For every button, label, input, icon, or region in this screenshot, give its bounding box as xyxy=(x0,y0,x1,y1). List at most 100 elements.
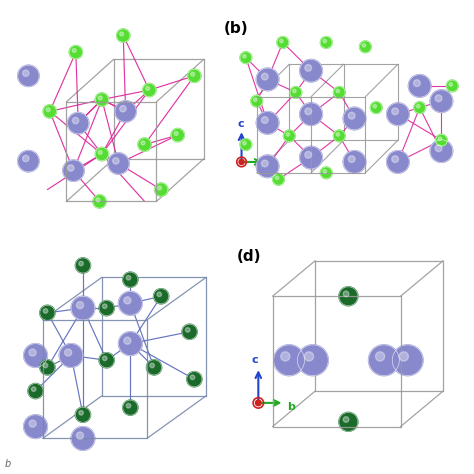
Text: c: c xyxy=(251,355,258,365)
Circle shape xyxy=(305,64,311,71)
Text: b: b xyxy=(268,158,275,168)
Circle shape xyxy=(243,141,246,145)
Circle shape xyxy=(72,48,76,53)
Circle shape xyxy=(300,59,322,82)
Circle shape xyxy=(71,427,95,450)
Circle shape xyxy=(43,309,48,313)
Circle shape xyxy=(417,104,420,108)
Circle shape xyxy=(191,72,195,76)
Circle shape xyxy=(414,102,426,113)
Circle shape xyxy=(255,400,261,406)
Circle shape xyxy=(29,420,36,427)
Circle shape xyxy=(123,400,138,415)
Circle shape xyxy=(343,417,349,422)
Circle shape xyxy=(339,412,358,431)
Text: b: b xyxy=(287,402,295,412)
Circle shape xyxy=(171,128,184,142)
Circle shape xyxy=(18,65,39,87)
Circle shape xyxy=(98,150,102,155)
Circle shape xyxy=(273,345,304,375)
Circle shape xyxy=(98,96,102,100)
Circle shape xyxy=(23,70,29,76)
Circle shape xyxy=(146,86,150,91)
Circle shape xyxy=(75,258,91,273)
Circle shape xyxy=(343,291,349,297)
Circle shape xyxy=(124,297,131,304)
Circle shape xyxy=(438,137,442,140)
Circle shape xyxy=(43,105,56,118)
Circle shape xyxy=(157,292,162,297)
Circle shape xyxy=(102,304,107,309)
Circle shape xyxy=(283,130,295,142)
Circle shape xyxy=(73,118,79,124)
Circle shape xyxy=(146,360,162,375)
Circle shape xyxy=(333,87,345,98)
Circle shape xyxy=(76,301,83,309)
Circle shape xyxy=(392,345,423,375)
Circle shape xyxy=(339,287,358,306)
Text: (b): (b) xyxy=(224,21,249,36)
Circle shape xyxy=(75,407,91,422)
Circle shape xyxy=(31,387,36,392)
Circle shape xyxy=(64,349,72,356)
Circle shape xyxy=(108,153,129,174)
Circle shape xyxy=(336,133,339,136)
Circle shape xyxy=(23,155,29,162)
Text: b: b xyxy=(5,459,11,469)
Circle shape xyxy=(375,352,385,361)
Circle shape xyxy=(275,176,279,180)
Circle shape xyxy=(323,39,327,43)
Circle shape xyxy=(115,101,137,122)
Circle shape xyxy=(95,93,109,106)
Circle shape xyxy=(370,102,382,113)
Circle shape xyxy=(261,160,268,167)
Circle shape xyxy=(143,83,156,97)
Circle shape xyxy=(449,82,453,86)
Circle shape xyxy=(290,87,302,98)
Circle shape xyxy=(185,328,190,332)
Circle shape xyxy=(298,345,328,375)
Circle shape xyxy=(123,272,138,287)
Circle shape xyxy=(261,117,268,123)
Circle shape xyxy=(348,112,355,119)
Circle shape xyxy=(126,403,131,408)
Circle shape xyxy=(190,375,195,380)
Circle shape xyxy=(187,372,202,387)
Circle shape xyxy=(300,146,322,169)
Circle shape xyxy=(256,155,279,178)
Circle shape xyxy=(120,106,126,112)
Circle shape xyxy=(99,301,114,316)
Circle shape xyxy=(304,352,314,361)
Circle shape xyxy=(118,332,142,356)
Circle shape xyxy=(436,134,447,146)
Circle shape xyxy=(24,415,47,438)
Text: c: c xyxy=(237,119,244,129)
Circle shape xyxy=(430,140,453,163)
Circle shape xyxy=(251,95,263,107)
Circle shape xyxy=(333,130,345,142)
Circle shape xyxy=(29,349,36,356)
Circle shape xyxy=(348,156,355,163)
Circle shape xyxy=(124,337,131,344)
Circle shape xyxy=(68,165,74,171)
Circle shape xyxy=(67,113,89,134)
Circle shape xyxy=(392,108,399,115)
Circle shape xyxy=(435,95,442,102)
Circle shape xyxy=(409,74,431,97)
Circle shape xyxy=(336,89,339,93)
Circle shape xyxy=(320,36,332,48)
Circle shape xyxy=(256,68,279,91)
Circle shape xyxy=(243,55,246,58)
Circle shape xyxy=(368,345,399,375)
Circle shape xyxy=(43,363,48,368)
Circle shape xyxy=(254,98,257,101)
Circle shape xyxy=(71,296,95,320)
Circle shape xyxy=(79,261,83,266)
Circle shape xyxy=(280,39,283,43)
Circle shape xyxy=(343,151,366,173)
Circle shape xyxy=(40,360,55,375)
Circle shape xyxy=(102,356,107,361)
Circle shape xyxy=(292,89,296,93)
Circle shape xyxy=(150,363,155,368)
Text: (d): (d) xyxy=(237,249,262,264)
